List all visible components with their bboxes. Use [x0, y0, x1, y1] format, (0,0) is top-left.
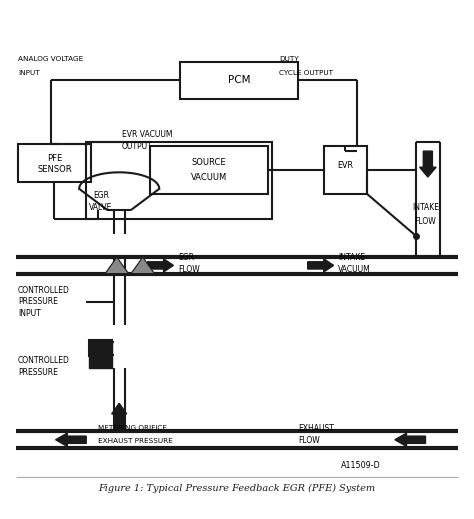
Text: CONTROLLED: CONTROLLED: [18, 285, 70, 295]
FancyArrow shape: [147, 259, 173, 272]
Text: OUTPUT: OUTPUT: [121, 142, 152, 151]
Bar: [18, 144, 91, 182]
Text: FLOW: FLOW: [298, 436, 320, 445]
Text: INPUT: INPUT: [18, 71, 39, 76]
FancyArrow shape: [395, 433, 426, 446]
Text: DUTY: DUTY: [279, 56, 299, 62]
Text: CONTROLLED: CONTROLLED: [18, 357, 70, 365]
Bar: [86, 142, 273, 220]
Text: A11509-D: A11509-D: [341, 461, 381, 470]
Text: EGR: EGR: [178, 253, 194, 262]
Text: EXHAUST PRESSURE: EXHAUST PRESSURE: [98, 438, 173, 444]
Text: INTAKE: INTAKE: [338, 253, 365, 262]
Bar: [150, 146, 268, 194]
Text: VALVE: VALVE: [89, 203, 112, 212]
Text: PRESSURE: PRESSURE: [18, 368, 58, 377]
Text: CYCLE OUTPUT: CYCLE OUTPUT: [279, 71, 333, 76]
Text: INTAKE: INTAKE: [412, 203, 439, 212]
Text: ANALOG VOLTAGE: ANALOG VOLTAGE: [18, 56, 83, 62]
Text: VACUUM: VACUUM: [191, 172, 227, 182]
Text: PRESSURE: PRESSURE: [18, 297, 58, 306]
Text: PCM: PCM: [228, 75, 251, 86]
Bar: [324, 146, 366, 194]
Text: VACUUM: VACUUM: [338, 265, 371, 275]
Text: EVR VACUUM: EVR VACUUM: [121, 130, 172, 139]
Text: METERING ORIFICE: METERING ORIFICE: [98, 425, 167, 431]
Text: EXHAUST: EXHAUST: [298, 424, 334, 433]
Text: SOURCE: SOURCE: [191, 158, 226, 168]
FancyArrow shape: [419, 151, 436, 177]
Text: PFE: PFE: [47, 154, 62, 162]
Polygon shape: [105, 257, 128, 274]
FancyArrow shape: [308, 259, 334, 272]
FancyArrow shape: [112, 403, 127, 431]
Text: FLOW: FLOW: [178, 265, 200, 275]
Polygon shape: [131, 257, 155, 274]
Bar: [181, 62, 298, 99]
Text: INPUT: INPUT: [18, 309, 41, 318]
Text: EGR: EGR: [93, 192, 109, 200]
Text: SENSOR: SENSOR: [37, 166, 72, 174]
Bar: [89, 339, 112, 356]
Text: FLOW: FLOW: [415, 217, 437, 226]
Bar: [89, 342, 112, 368]
Text: EVR: EVR: [337, 161, 354, 170]
FancyArrow shape: [55, 433, 86, 446]
Text: Figure 1: Typical Pressure Feedback EGR (PFE) System: Figure 1: Typical Pressure Feedback EGR …: [99, 484, 375, 493]
